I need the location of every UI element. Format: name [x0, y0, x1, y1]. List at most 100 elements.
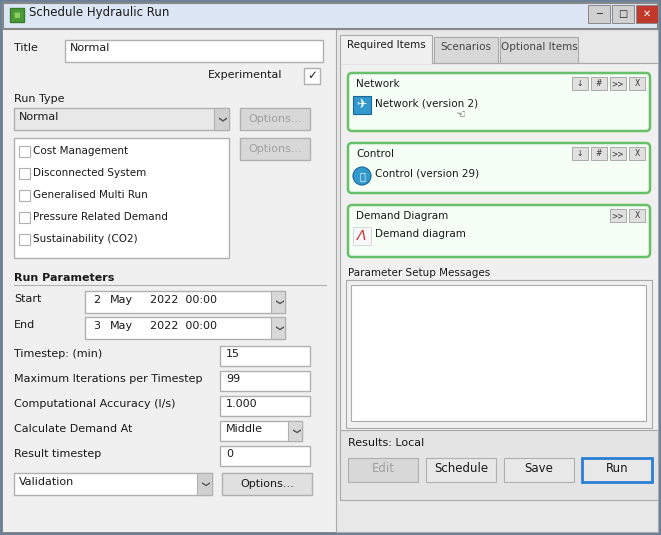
- Bar: [271, 317, 285, 339]
- Text: May: May: [110, 321, 133, 331]
- Bar: [85, 317, 285, 339]
- Text: Λ: Λ: [357, 229, 367, 243]
- Text: Run: Run: [605, 462, 629, 475]
- Bar: [582, 458, 652, 482]
- Text: Result timestep: Result timestep: [14, 449, 101, 459]
- Bar: [612, 5, 634, 23]
- Circle shape: [353, 167, 371, 185]
- Text: 99: 99: [226, 374, 240, 384]
- Text: □: □: [619, 9, 628, 19]
- Bar: [220, 446, 310, 466]
- Text: ☜: ☜: [456, 110, 466, 120]
- Bar: [636, 5, 658, 23]
- Bar: [629, 147, 645, 160]
- Bar: [19, 234, 30, 245]
- Text: Cost Management: Cost Management: [33, 146, 128, 156]
- Bar: [610, 147, 626, 160]
- Text: X: X: [635, 211, 640, 220]
- Text: Schedule: Schedule: [434, 462, 488, 475]
- Bar: [504, 458, 574, 482]
- Text: Timestep: (min): Timestep: (min): [14, 349, 102, 359]
- Bar: [610, 77, 626, 90]
- Text: ❯: ❯: [217, 116, 225, 123]
- Bar: [629, 209, 645, 222]
- Text: Network (version 2): Network (version 2): [375, 98, 478, 108]
- Text: >>: >>: [611, 211, 624, 220]
- Bar: [353, 96, 371, 114]
- Bar: [348, 458, 418, 482]
- Bar: [14, 138, 229, 258]
- Text: Calculate Demand At: Calculate Demand At: [14, 424, 132, 434]
- Text: Run Parameters: Run Parameters: [14, 273, 114, 283]
- Bar: [336, 29, 658, 532]
- Text: Options...: Options...: [248, 114, 302, 124]
- Text: Middle: Middle: [226, 424, 263, 434]
- Text: Normal: Normal: [19, 112, 59, 122]
- Text: ■: ■: [14, 12, 20, 18]
- Text: ⏱: ⏱: [359, 171, 365, 181]
- FancyBboxPatch shape: [348, 205, 650, 257]
- Text: ✕: ✕: [643, 9, 651, 19]
- Text: Pressure Related Demand: Pressure Related Demand: [33, 212, 168, 222]
- Bar: [340, 33, 658, 63]
- Bar: [340, 430, 658, 500]
- Bar: [572, 147, 588, 160]
- Bar: [220, 421, 302, 441]
- Text: ❯: ❯: [274, 325, 282, 331]
- Bar: [85, 291, 285, 313]
- Text: Scenarios: Scenarios: [440, 42, 492, 52]
- Bar: [220, 346, 310, 366]
- Text: Edit: Edit: [371, 462, 395, 475]
- Text: Disconnected System: Disconnected System: [33, 168, 146, 178]
- Text: Maximum Iterations per Timestep: Maximum Iterations per Timestep: [14, 374, 202, 384]
- Text: Parameter Setup Messages: Parameter Setup Messages: [348, 268, 490, 278]
- Bar: [346, 280, 652, 428]
- Text: 2: 2: [93, 295, 100, 305]
- Bar: [288, 421, 302, 441]
- FancyBboxPatch shape: [348, 143, 650, 193]
- Text: Demand diagram: Demand diagram: [375, 229, 466, 239]
- Text: 0: 0: [226, 449, 233, 459]
- Text: X: X: [635, 149, 640, 158]
- Bar: [271, 291, 285, 313]
- Bar: [19, 168, 30, 179]
- Text: Run Type: Run Type: [14, 94, 65, 104]
- Text: X: X: [635, 79, 640, 88]
- Bar: [10, 8, 24, 22]
- Text: Options...: Options...: [240, 479, 294, 489]
- Text: Options...: Options...: [248, 144, 302, 154]
- Bar: [65, 40, 323, 62]
- Bar: [214, 108, 229, 130]
- Text: Demand Diagram: Demand Diagram: [356, 211, 448, 221]
- Text: 2022  00:00: 2022 00:00: [150, 321, 217, 331]
- Text: >>: >>: [611, 79, 624, 88]
- Text: Experimental: Experimental: [208, 70, 282, 80]
- Text: ❯: ❯: [200, 481, 208, 487]
- Bar: [434, 37, 498, 63]
- Text: Validation: Validation: [19, 477, 74, 487]
- Text: ↓: ↓: [577, 79, 583, 88]
- Text: ─: ─: [596, 9, 602, 19]
- Text: ❯: ❯: [274, 299, 282, 305]
- Text: 3: 3: [93, 321, 100, 331]
- Text: Generalised Multi Run: Generalised Multi Run: [33, 190, 148, 200]
- Text: Results: Local: Results: Local: [348, 438, 424, 448]
- Bar: [341, 62, 432, 64]
- Text: May: May: [110, 295, 133, 305]
- Text: Computational Accuracy (l/s): Computational Accuracy (l/s): [14, 399, 176, 409]
- Text: 2022  00:00: 2022 00:00: [150, 295, 217, 305]
- Bar: [19, 212, 30, 223]
- Bar: [353, 227, 371, 245]
- Bar: [3, 3, 658, 29]
- Text: Control (version 29): Control (version 29): [375, 169, 479, 179]
- Bar: [197, 473, 212, 495]
- Bar: [351, 285, 646, 421]
- Text: 1.000: 1.000: [226, 399, 258, 409]
- Text: Title: Title: [14, 43, 38, 53]
- Bar: [220, 371, 310, 391]
- Bar: [304, 68, 320, 84]
- Bar: [591, 147, 607, 160]
- Text: 15: 15: [226, 349, 240, 359]
- Bar: [572, 77, 588, 90]
- Bar: [14, 473, 212, 495]
